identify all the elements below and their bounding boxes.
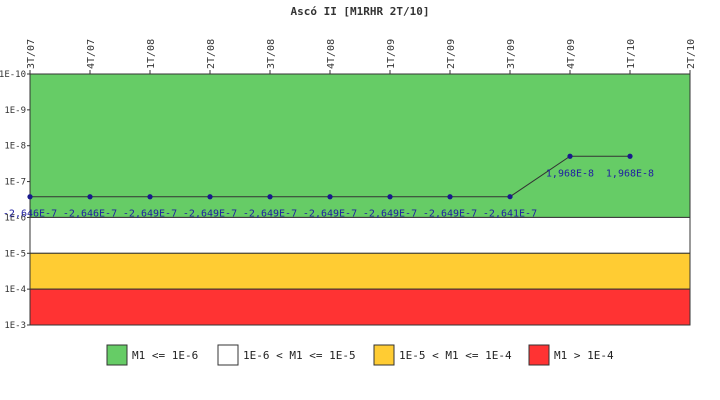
data-label: -2,646E-7	[3, 209, 57, 220]
data-point	[327, 194, 333, 200]
data-label: -2,641E-7	[483, 209, 537, 220]
x-tick-label: 4T/09	[566, 39, 577, 69]
x-tick-label: 3T/08	[266, 39, 277, 69]
y-tick-label: 1E-10	[0, 70, 26, 80]
legend: M1 <= 1E-6 1E-6 < M1 <= 1E-5 1E-5 < M1 <= …	[106, 344, 614, 366]
legend-label: 1E-5 < M1 <= 1E-4	[399, 349, 512, 362]
legend-swatch	[528, 344, 550, 366]
data-point	[387, 194, 393, 200]
band-0	[29, 73, 691, 218]
legend-label: 1E-6 < M1 <= 1E-5	[243, 349, 356, 362]
data-label: -2,649E-7	[243, 209, 297, 220]
data-point	[627, 153, 633, 159]
data-labels: -2,646E-7 -2,646E-7 -2,649E-7 -2,649E-7 -2,6…	[3, 168, 654, 219]
data-series	[27, 153, 633, 200]
data-point	[27, 194, 33, 200]
band-3	[29, 288, 691, 326]
y-tick-label: 1E-5	[4, 249, 26, 259]
data-point	[447, 194, 453, 200]
data-label: -2,649E-7	[183, 209, 237, 220]
data-point	[567, 153, 573, 159]
legend-swatch	[106, 344, 128, 366]
data-point	[207, 194, 213, 200]
data-label: 1,968E-8	[606, 168, 654, 179]
x-tick-label: 1T/09	[386, 39, 397, 69]
data-point	[87, 194, 93, 200]
x-tick-label: 3T/09	[506, 39, 517, 69]
x-tick-label: 2T/08	[206, 39, 217, 69]
threshold-bands	[29, 73, 691, 326]
x-tick-label: 2T/09	[446, 39, 457, 69]
plot-border	[29, 73, 691, 326]
y-tick-label: 1E-6	[4, 213, 26, 223]
chart-title: Ascó II [M1RHR 2T/10]	[290, 5, 429, 18]
y-tick-label: 1E-3	[4, 321, 26, 331]
y-tick-label: 1E-7	[4, 178, 26, 188]
legend-label: M1 > 1E-4	[554, 349, 614, 362]
x-tick-label: 4T/08	[326, 39, 337, 69]
y-tick-label: 1E-9	[4, 106, 26, 116]
legend-swatch	[217, 344, 239, 366]
x-tick-label: 3T/07	[26, 39, 37, 69]
data-label: -2,646E-7	[63, 209, 117, 220]
data-label: -2,649E-7	[303, 209, 357, 220]
x-axis: 3T/07 4T/07 1T/08 2T/08 3T/08 4T/08 1T/09 2T/09…	[26, 39, 697, 74]
band-1	[29, 216, 691, 254]
data-label: 1,968E-8	[546, 168, 594, 179]
data-point	[147, 194, 153, 200]
x-tick-label: 4T/07	[86, 39, 97, 69]
x-tick-label: 1T/10	[626, 39, 637, 69]
data-label: -2,649E-7	[363, 209, 417, 220]
y-axis: 1E-10 1E-9 1E-8 1E-7 1E-6 1E-5 1E-4 1E-3	[0, 70, 30, 331]
data-label: -2,649E-7	[423, 209, 477, 220]
band-2	[29, 252, 691, 290]
y-tick-label: 1E-4	[4, 285, 26, 295]
data-label: -2,649E-7	[123, 209, 177, 220]
legend-label: M1 <= 1E-6	[132, 349, 198, 362]
legend-swatch	[373, 344, 395, 366]
y-tick-label: 1E-8	[4, 142, 26, 152]
data-point	[267, 194, 273, 200]
x-tick-label: 2T/10	[686, 39, 697, 69]
x-tick-label: 1T/08	[146, 39, 157, 69]
data-point	[507, 194, 513, 200]
